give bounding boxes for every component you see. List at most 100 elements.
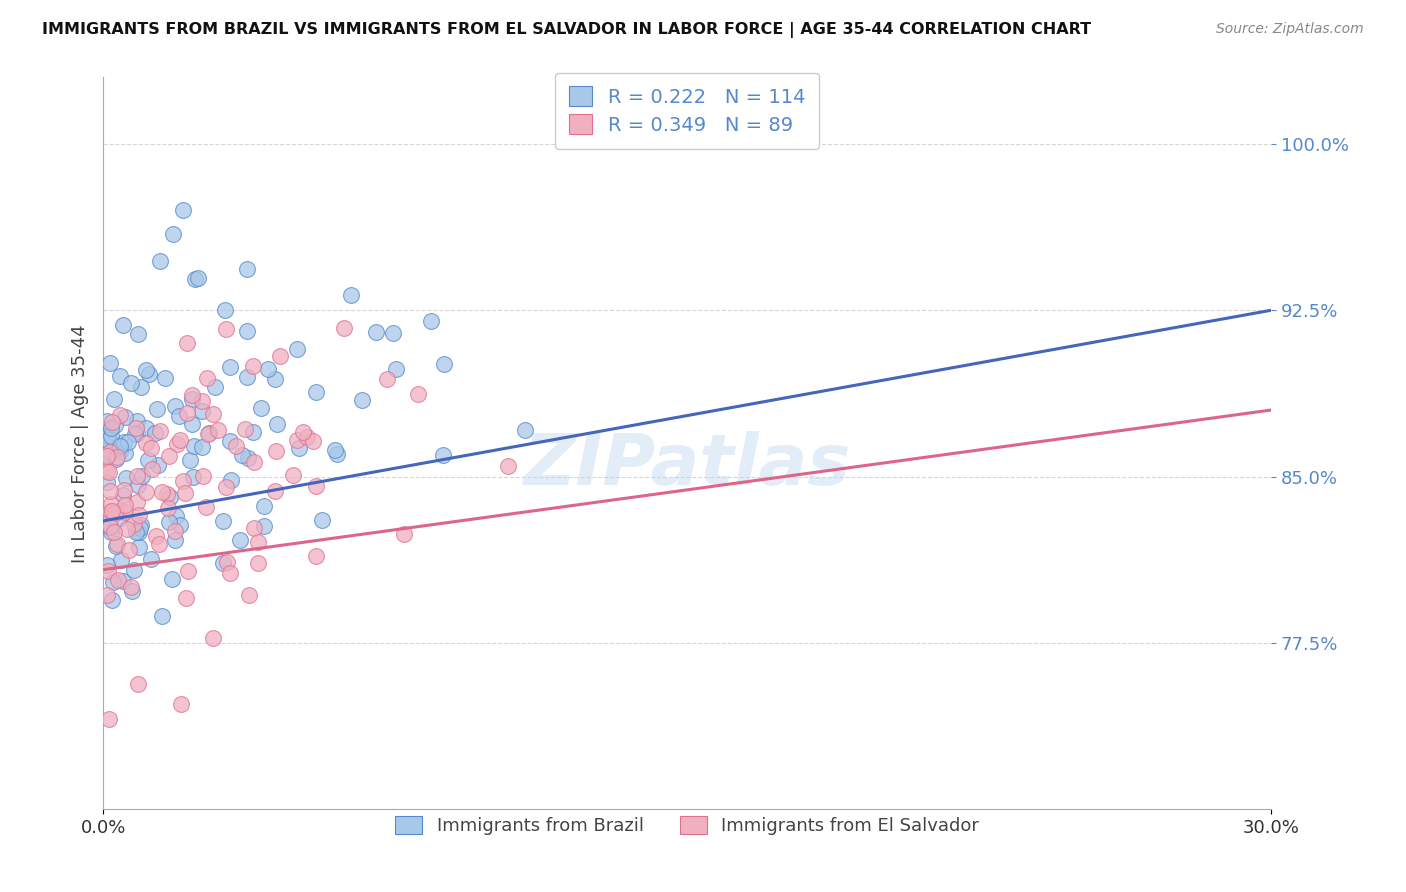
- Point: [105, 537, 128, 551]
- Point: [432, 448, 454, 462]
- Point: [120, 580, 142, 594]
- Point: [266, 417, 288, 431]
- Point: [114, 410, 136, 425]
- Point: [219, 359, 242, 374]
- Point: [125, 426, 148, 441]
- Point: [112, 483, 135, 497]
- Point: [285, 342, 308, 356]
- Point: [111, 488, 134, 502]
- Point: [125, 524, 148, 539]
- Point: [229, 533, 252, 547]
- Point: [176, 406, 198, 420]
- Point: [125, 414, 148, 428]
- Point: [98, 520, 121, 534]
- Point: [117, 522, 139, 536]
- Point: [100, 497, 122, 511]
- Point: [214, 303, 236, 318]
- Point: [165, 509, 187, 524]
- Legend: Immigrants from Brazil, Immigrants from El Salvador: Immigrants from Brazil, Immigrants from …: [387, 806, 988, 844]
- Point: [98, 503, 121, 517]
- Point: [180, 417, 202, 431]
- Point: [96, 475, 118, 489]
- Point: [172, 202, 194, 217]
- Point: [98, 519, 121, 533]
- Point: [135, 485, 157, 500]
- Point: [176, 335, 198, 350]
- Point: [149, 425, 172, 439]
- Point: [253, 519, 276, 533]
- Point: [104, 417, 127, 432]
- Point: [100, 421, 122, 435]
- Point: [218, 566, 240, 580]
- Point: [238, 589, 260, 603]
- Point: [114, 498, 136, 512]
- Point: [103, 392, 125, 406]
- Point: [101, 575, 124, 590]
- Point: [96, 588, 118, 602]
- Point: [135, 421, 157, 435]
- Point: [191, 394, 214, 409]
- Point: [187, 270, 209, 285]
- Point: [104, 539, 127, 553]
- Point: [128, 521, 150, 535]
- Point: [139, 552, 162, 566]
- Point: [304, 384, 326, 399]
- Point: [108, 444, 131, 458]
- Point: [107, 511, 129, 525]
- Point: [111, 318, 134, 332]
- Point: [420, 314, 443, 328]
- Point: [183, 439, 205, 453]
- Point: [125, 469, 148, 483]
- Point: [174, 591, 197, 605]
- Point: [165, 533, 187, 547]
- Point: [120, 376, 142, 390]
- Point: [159, 490, 181, 504]
- Point: [166, 437, 188, 451]
- Point: [156, 487, 179, 501]
- Point: [127, 326, 149, 341]
- Point: [143, 425, 166, 440]
- Point: [162, 572, 184, 586]
- Point: [408, 387, 430, 401]
- Point: [225, 439, 247, 453]
- Point: [141, 441, 163, 455]
- Point: [96, 558, 118, 573]
- Point: [385, 362, 408, 376]
- Text: IMMIGRANTS FROM BRAZIL VS IMMIGRANTS FROM EL SALVADOR IN LABOR FORCE | AGE 35-44: IMMIGRANTS FROM BRAZIL VS IMMIGRANTS FRO…: [42, 22, 1091, 38]
- Point: [96, 414, 118, 428]
- Point: [150, 484, 173, 499]
- Point: [242, 455, 264, 469]
- Point: [198, 426, 221, 441]
- Point: [381, 326, 404, 341]
- Point: [110, 439, 132, 453]
- Point: [97, 516, 120, 530]
- Point: [221, 473, 243, 487]
- Point: [97, 429, 120, 443]
- Point: [207, 423, 229, 437]
- Point: [122, 516, 145, 531]
- Point: [135, 363, 157, 377]
- Point: [180, 388, 202, 402]
- Point: [149, 254, 172, 268]
- Point: [311, 513, 333, 527]
- Point: [375, 372, 398, 386]
- Point: [172, 474, 194, 488]
- Point: [152, 608, 174, 623]
- Point: [326, 447, 349, 461]
- Point: [392, 526, 415, 541]
- Y-axis label: In Labor Force | Age 35-44: In Labor Force | Age 35-44: [72, 324, 89, 563]
- Point: [100, 415, 122, 429]
- Point: [100, 429, 122, 443]
- Point: [114, 446, 136, 460]
- Point: [108, 368, 131, 383]
- Point: [96, 464, 118, 478]
- Point: [128, 508, 150, 522]
- Point: [100, 504, 122, 518]
- Point: [135, 435, 157, 450]
- Point: [107, 573, 129, 587]
- Point: [496, 459, 519, 474]
- Point: [97, 433, 120, 447]
- Point: [184, 272, 207, 286]
- Point: [162, 227, 184, 242]
- Point: [104, 452, 127, 467]
